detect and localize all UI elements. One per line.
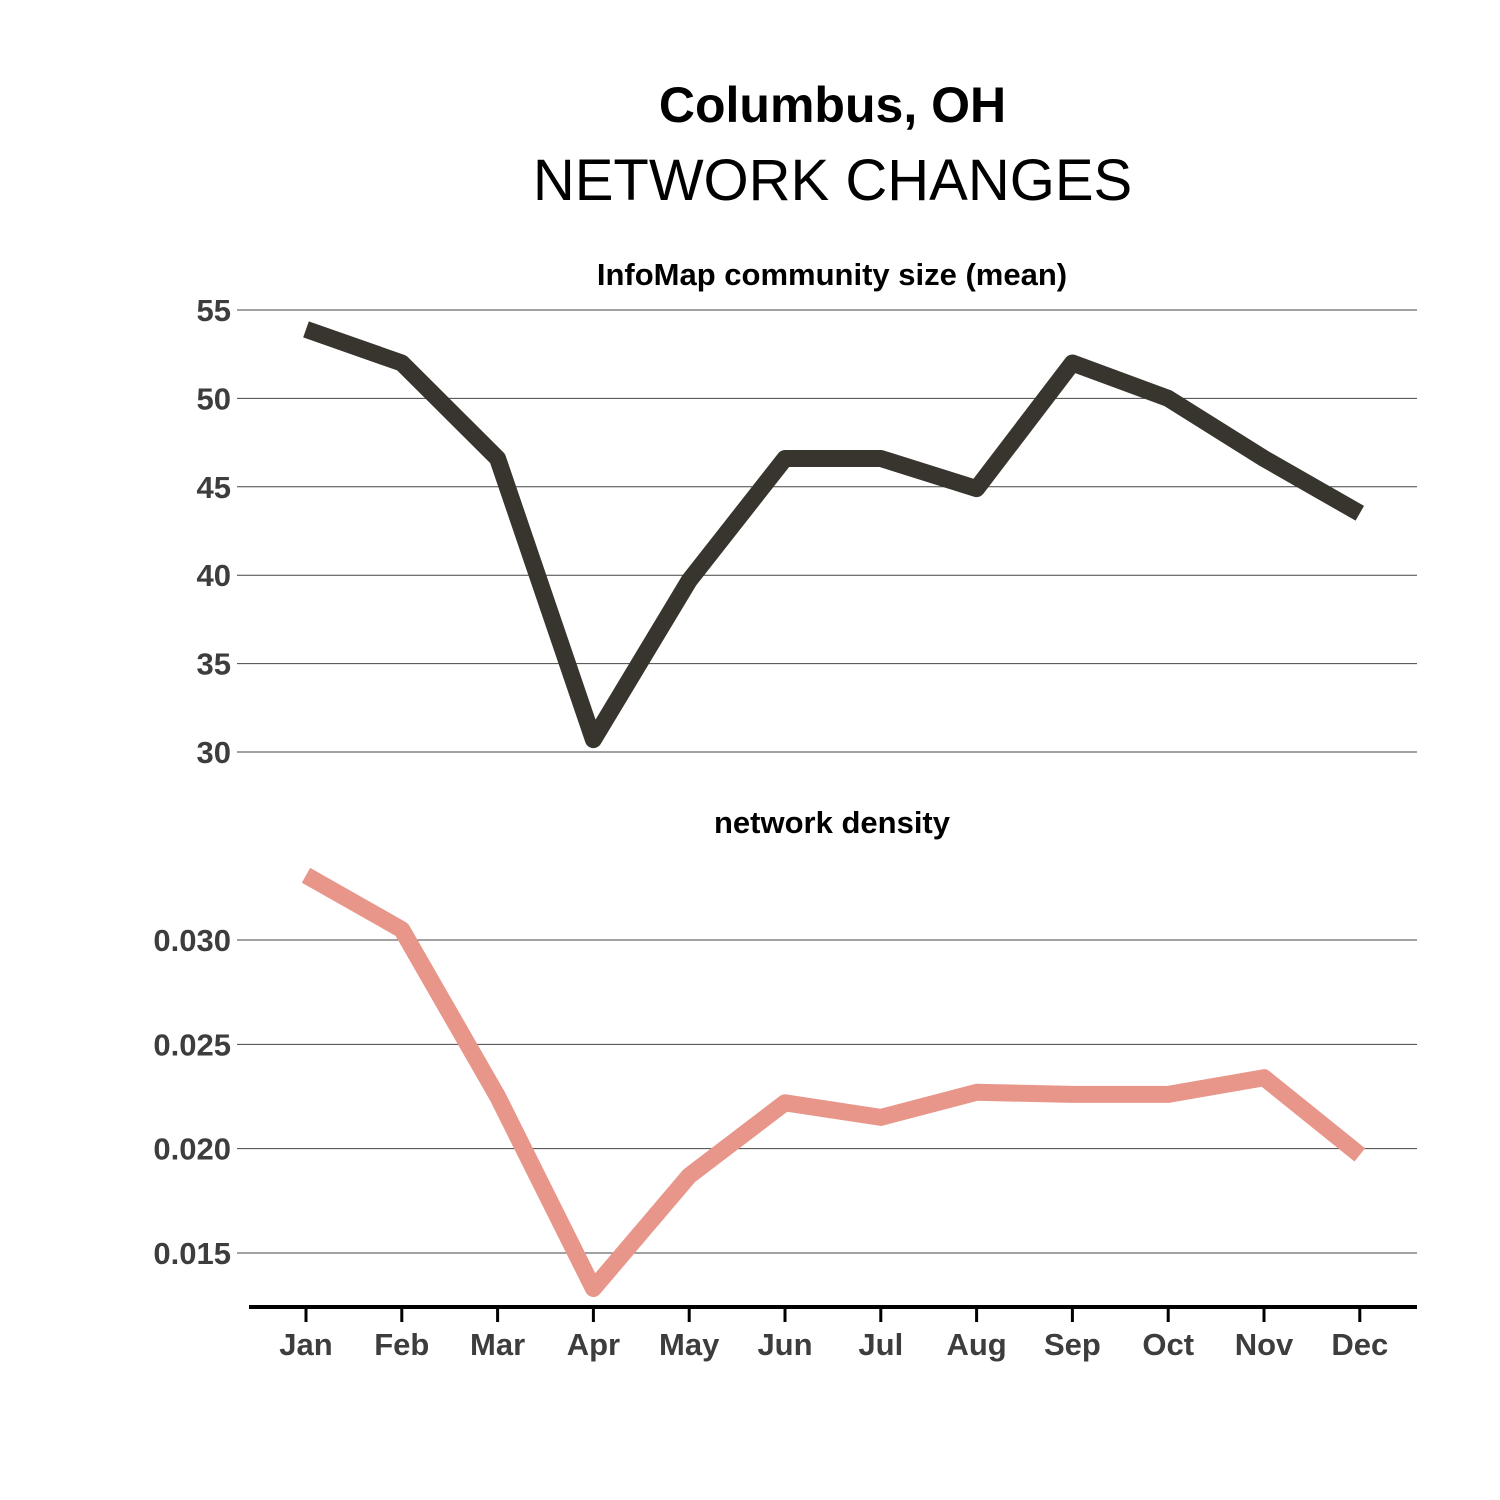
series-line-community-size [303, 321, 1365, 749]
y-tick-label-community-size: 55 [197, 293, 231, 328]
x-tick-label: Feb [374, 1327, 429, 1362]
x-tick-label: Jul [858, 1327, 903, 1362]
x-tick-label: Mar [470, 1327, 525, 1362]
x-tick-label: Dec [1331, 1327, 1388, 1362]
x-tick-label: Aug [946, 1327, 1006, 1362]
y-tick-label-community-size: 45 [197, 470, 231, 505]
y-tick-label-network-density: 0.020 [153, 1132, 231, 1167]
x-tick-label: Jan [279, 1327, 332, 1362]
chart-subtitle: NETWORK CHANGES [532, 148, 1133, 213]
panel-network-density: network density 0.015 0.020 0.025 0.030 [153, 805, 1417, 1297]
y-tick-label-network-density: 0.030 [153, 923, 231, 958]
x-tick-label: Oct [1142, 1327, 1194, 1362]
series-line-network-density [301, 867, 1366, 1297]
y-tick-label-community-size: 50 [197, 381, 231, 416]
x-axis: Jan Feb Mar Apr May Jun Jul Aug Sep Oct Nov Dec [249, 1305, 1417, 1362]
chart-title: Columbus, OH [658, 77, 1007, 133]
x-tick-label: Nov [1235, 1327, 1294, 1362]
x-tick-label: May [659, 1327, 720, 1362]
panel-title-community-size: InfoMap community size (mean) [597, 257, 1067, 292]
y-tick-label-community-size: 35 [197, 647, 231, 682]
panel-title-network-density: network density [714, 805, 951, 840]
panel-community-size: InfoMap community size (mean) 30 35 40 45 50… [197, 257, 1417, 770]
x-tick-label: Apr [567, 1327, 620, 1362]
x-tick-label: Sep [1044, 1327, 1101, 1362]
y-tick-label-community-size: 40 [197, 558, 231, 593]
y-tick-label-community-size: 30 [197, 735, 231, 770]
y-tick-label-network-density: 0.025 [153, 1027, 231, 1062]
x-tick-label: Jun [757, 1327, 812, 1362]
y-tick-label-network-density: 0.015 [153, 1236, 231, 1271]
